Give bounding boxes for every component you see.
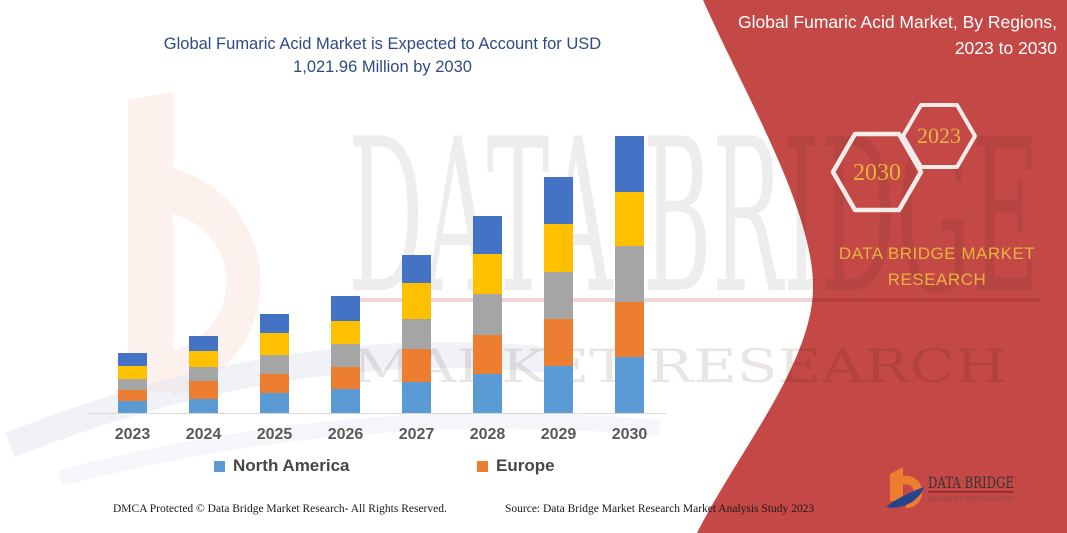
chart-title-line1: Global Fumaric Acid Market is Expected t…: [163, 35, 602, 53]
chart-legend: North America Europe: [0, 456, 700, 478]
bar-segment-2028-unlabeled-gray-: [473, 294, 502, 335]
x-tick-label-2027: 2027: [398, 426, 435, 443]
hexagon-2023: [901, 103, 977, 169]
bar-segment-2023-unlabeled-gray-: [118, 379, 147, 390]
legend-label-europe: Europe: [496, 456, 555, 475]
legend-swatch-europe: [477, 460, 488, 472]
bar-segment-2024-north-america: [189, 399, 218, 413]
legend-item-europe: Europe: [477, 456, 555, 476]
hexagon-2030-label: 2030: [853, 160, 901, 186]
logo-sub-text: MARKET RESEARCH: [928, 496, 1014, 503]
logo-swoosh: [886, 487, 924, 508]
bar-segment-2027-unlabeled-dark-blue-: [402, 255, 431, 283]
band-title-line1: Global Fumaric Acid Market, By Regions,: [737, 12, 1057, 32]
x-tick-label-2023: 2023: [114, 426, 151, 443]
bar-2029: [544, 177, 573, 413]
bar-2023: [118, 353, 147, 413]
x-tick-label-2026: 2026: [327, 426, 364, 443]
bar-segment-2030-north-america: [615, 357, 644, 413]
bar-segment-2030-unlabeled-gray-: [615, 246, 644, 302]
bar-segment-2029-north-america: [544, 366, 573, 413]
bar-segment-2030-unlabeled-yellow-: [615, 192, 644, 246]
bar-segment-2023-north-america: [118, 401, 147, 413]
footer-dmca-text: DMCA Protected © Data Bridge Market Rese…: [113, 503, 447, 515]
bar-2024: [189, 336, 218, 413]
bar-2028: [473, 216, 502, 413]
footer-source-text: Source: Data Bridge Market Research Mark…: [505, 503, 815, 515]
x-tick-label-2025: 2025: [256, 426, 293, 443]
bar-segment-2028-unlabeled-dark-blue-: [473, 216, 502, 254]
bar-segment-2025-unlabeled-gray-: [260, 355, 289, 374]
bar-segment-2026-unlabeled-dark-blue-: [331, 296, 360, 321]
band-brand-line2: RESEARCH: [887, 270, 987, 289]
hexagon-2023-label: 2023: [917, 123, 961, 148]
x-tick-label-2029: 2029: [540, 426, 577, 443]
band-title: Global Fumaric Acid Market, By Regions, …: [627, 9, 1057, 61]
x-tick-label-2030: 2030: [611, 426, 648, 443]
chart-title-line2: 1,021.96 Million by 2030: [293, 58, 472, 76]
bar-segment-2024-unlabeled-dark-blue-: [189, 336, 218, 351]
band-brand-line1: DATA BRIDGE MARKET: [838, 244, 1036, 263]
bar-segment-2029-unlabeled-dark-blue-: [544, 177, 573, 224]
hexagon-badges: 2030 2023: [830, 103, 977, 213]
logo-underline: [928, 491, 1014, 493]
logo-brand-text: DATA BRIDGE: [928, 473, 1014, 492]
bar-2027: [402, 255, 431, 413]
bar-segment-2027-unlabeled-gray-: [402, 319, 431, 349]
bar-segment-2029-unlabeled-gray-: [544, 272, 573, 319]
chart-title: Global Fumaric Acid Market is Expected t…: [95, 33, 670, 79]
bar-segment-2025-north-america: [260, 393, 289, 413]
bar-segment-2030-europe: [615, 302, 644, 357]
bar-segment-2024-unlabeled-yellow-: [189, 351, 218, 367]
bar-segment-2030-unlabeled-dark-blue-: [615, 136, 644, 192]
bar-segment-2027-north-america: [402, 382, 431, 413]
bar-segment-2025-unlabeled-yellow-: [260, 333, 289, 355]
bar-chart-plot-area: [88, 129, 668, 413]
company-logo: DATA BRIDGE MARKET RESEARCH: [886, 467, 1014, 509]
bar-segment-2026-north-america: [331, 389, 360, 413]
legend-swatch-north-america: [214, 460, 225, 472]
bar-segment-2025-unlabeled-dark-blue-: [260, 314, 289, 333]
bar-segment-2026-unlabeled-gray-: [331, 344, 360, 367]
bar-segment-2028-unlabeled-yellow-: [473, 254, 502, 294]
bar-segment-2023-unlabeled-yellow-: [118, 366, 147, 379]
legend-label-north-america: North America: [233, 456, 350, 475]
bar-segment-2024-unlabeled-gray-: [189, 367, 218, 381]
bar-segment-2023-europe: [118, 390, 147, 401]
bar-2026: [331, 296, 360, 413]
x-axis-labels: 2023 2024 2025 2026 2027 2028 2029 2030: [88, 426, 668, 446]
bar-segment-2029-unlabeled-yellow-: [544, 224, 573, 272]
bar-segment-2027-unlabeled-yellow-: [402, 283, 431, 319]
hexagon-2030: [830, 131, 924, 213]
x-axis-line: [88, 413, 666, 414]
x-tick-label-2028: 2028: [469, 426, 506, 443]
bar-segment-2024-europe: [189, 381, 218, 399]
bar-segment-2028-europe: [473, 335, 502, 374]
bar-2030: [615, 136, 644, 413]
bar-segment-2029-europe: [544, 319, 573, 366]
bar-segment-2023-unlabeled-dark-blue-: [118, 353, 147, 366]
band-title-line2: 2023 to 2030: [954, 38, 1057, 58]
bar-segment-2025-europe: [260, 374, 289, 393]
legend-item-north-america: North America: [214, 456, 350, 476]
bar-segment-2026-europe: [331, 367, 360, 389]
bar-2025: [260, 314, 289, 413]
band-brand-text: DATA BRIDGE MARKET RESEARCH: [812, 241, 1062, 293]
bar-segment-2026-unlabeled-yellow-: [331, 321, 360, 344]
bar-segment-2028-north-america: [473, 374, 502, 413]
bar-segment-2027-europe: [402, 349, 431, 382]
x-tick-label-2024: 2024: [185, 426, 222, 443]
logo-b-bowl: [889, 475, 923, 509]
